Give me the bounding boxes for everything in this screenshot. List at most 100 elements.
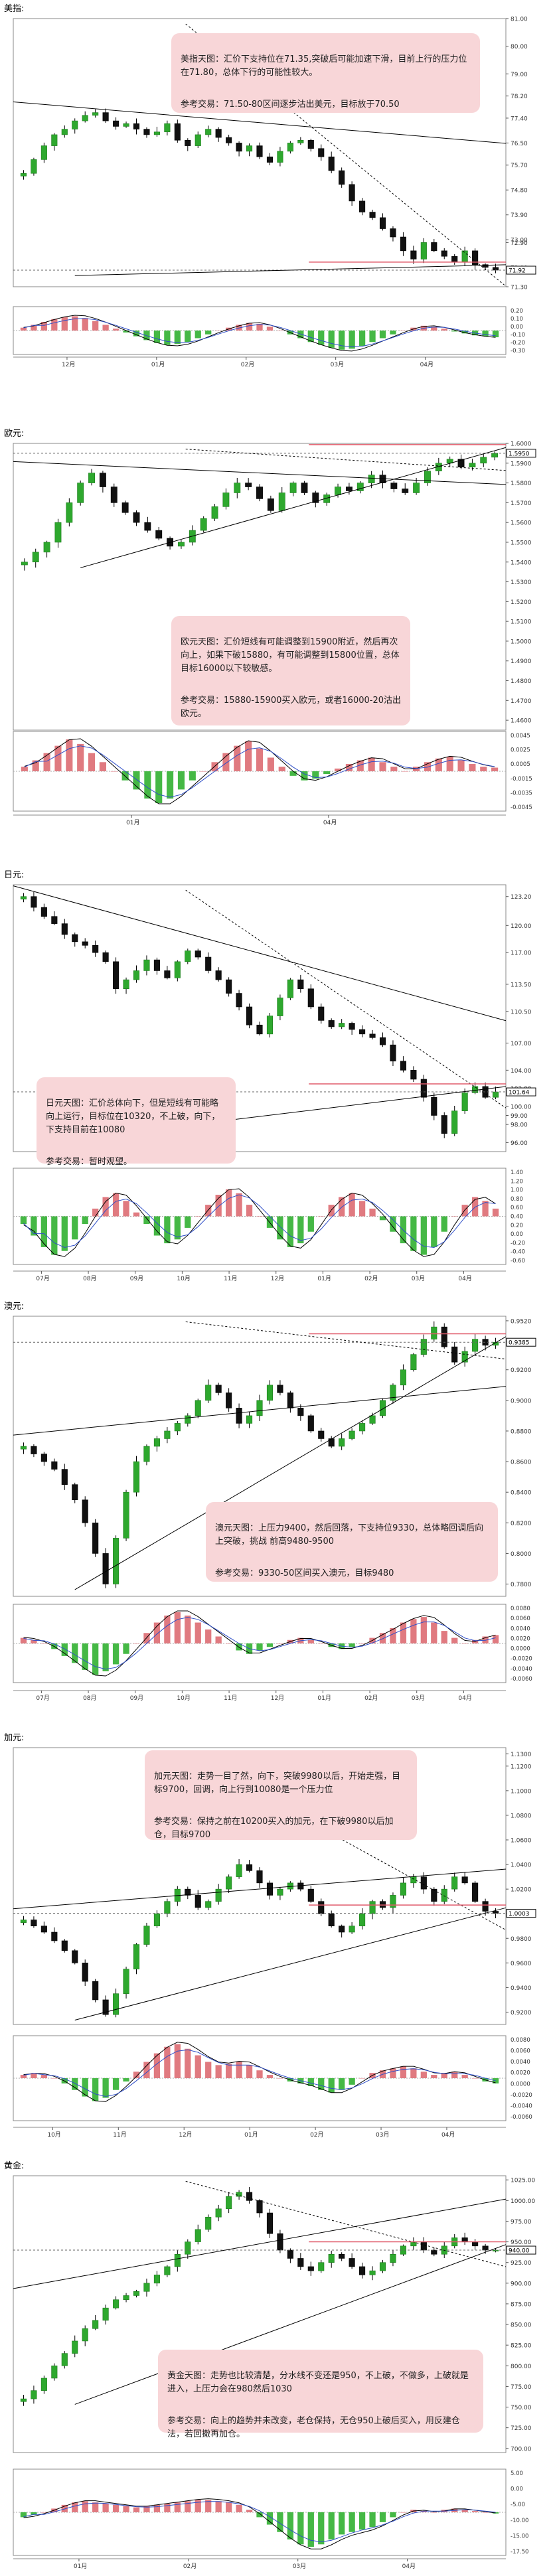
y-tick-label: 96.00 (511, 1140, 528, 1147)
y-tick-label: 73.00 (511, 238, 528, 244)
candle-body (278, 492, 285, 511)
trend-line (74, 1336, 507, 1590)
macd-bar (153, 2504, 161, 2512)
macd-bar (482, 1636, 489, 1643)
macd-bar (469, 764, 476, 771)
candle-body (451, 256, 458, 262)
candle-body (328, 156, 335, 171)
candle-body (185, 2241, 191, 2255)
macd-bar (123, 2078, 129, 2082)
macd-line (23, 315, 496, 352)
y-tick-label: 0.9000 (511, 1398, 532, 1404)
y-tick-label: 74.80 (511, 188, 528, 194)
candle-body (113, 120, 119, 127)
candle-body (31, 1920, 37, 1927)
candle-body (226, 979, 232, 994)
macd-bar (40, 322, 48, 331)
macd-bar (40, 1643, 48, 1644)
macd-bar (82, 1216, 88, 1225)
candle-body (102, 1553, 109, 1584)
candle-body (143, 2283, 150, 2292)
candle-body (379, 1037, 386, 1045)
macd-tick-label: -0.20 (511, 340, 525, 346)
macd-bar (356, 760, 364, 771)
time-tick-label: 04月 (458, 1275, 471, 1282)
note-line-2: 参考交易：暂时观望。 (46, 1157, 133, 1167)
y-tick-label: 1.1300 (511, 1752, 532, 1758)
macd-bar (410, 1619, 417, 1643)
macd-bar (174, 2502, 181, 2512)
macd-bar (123, 1201, 129, 1217)
candle-body (307, 1415, 314, 1432)
macd-tick-label: -0.0035 (511, 790, 532, 796)
macd-bar (358, 2078, 366, 2079)
candle-body (88, 473, 95, 483)
time-tick-label: 02月 (364, 1275, 378, 1282)
macd-bar (390, 767, 398, 771)
candle-body (349, 1023, 355, 1030)
candle-body (492, 267, 499, 271)
candle-body (339, 170, 345, 185)
candle-body (420, 2241, 427, 2251)
macd-bar (133, 2507, 140, 2512)
y-tick-label: 0.9800 (511, 1936, 532, 1943)
candle-body (20, 2398, 27, 2402)
macd-tick-label: 0.0020 (511, 2070, 530, 2077)
macd-bar (32, 760, 39, 771)
time-tick-label: 12月 (62, 361, 75, 368)
candle-body (92, 2320, 99, 2329)
macd-bar (66, 739, 73, 771)
note-line-2: 参考交易：向上的趋势并未改变，老仓保持，无仓950上破后买入，用反建仓法，若回撤… (167, 2416, 460, 2439)
candle-body (40, 1454, 47, 1462)
macd-bar (92, 321, 99, 331)
candle-body (420, 242, 427, 260)
candle-body (266, 1016, 274, 1035)
y-tick-label: 0.8000 (511, 1551, 532, 1558)
candle-body (472, 2241, 479, 2247)
time-tick-label: 11月 (224, 1695, 237, 1702)
macd-signal-line (23, 1194, 496, 1249)
macd-bar (77, 743, 84, 771)
section-cad: 加元: 1.1300 1.1200 1.1000 1.0800 1.0600 1.0400… (0, 1729, 553, 2153)
time-tick-label: 11月 (113, 2131, 126, 2139)
time-tick-label: 09月 (130, 1695, 143, 1702)
macd-bar (133, 2072, 140, 2078)
candle-body (349, 1926, 355, 1933)
candle-body (143, 1446, 150, 1462)
macd-bar (155, 771, 163, 803)
candle-body (390, 1895, 396, 1908)
macd-tick-label: 0.00 (511, 324, 523, 331)
time-tick-label: 03月 (376, 2131, 389, 2139)
y-tick-label: 99.00 (511, 1113, 528, 1120)
macd-bar (143, 2062, 150, 2078)
y-tick-label: 76.50 (511, 141, 528, 147)
macd-bar (379, 2512, 386, 2522)
macd-tick-label: 0.0020 (511, 1635, 530, 1642)
trend-line (74, 264, 507, 276)
macd-bar (491, 767, 499, 771)
candle-body (328, 2253, 335, 2263)
candle-body (349, 1430, 355, 1439)
macd-bar (369, 331, 376, 342)
candle-body (287, 1393, 293, 1408)
macd-bar (61, 2504, 68, 2512)
macd-bar (40, 2512, 48, 2513)
y-tick-label: 1.4800 (511, 678, 532, 685)
candle-body (211, 506, 218, 519)
candle-body (246, 1864, 253, 1871)
macd-tick-label: 0.60 (511, 1205, 523, 1211)
macd-bar (185, 1216, 191, 1228)
candle-body (144, 522, 151, 531)
candle-body (102, 2307, 109, 2321)
y-tick-label: 0.9600 (511, 1961, 532, 1967)
macd-bar (102, 325, 109, 331)
macd-bar (339, 2078, 345, 2090)
macd-tick-label: -0.30 (511, 348, 525, 354)
macd-bar (245, 741, 252, 771)
macd-bar (215, 2065, 222, 2078)
macd-bar (307, 1216, 314, 1232)
macd-tick-label: -0.0020 (511, 1656, 532, 1663)
macd-bar (277, 1216, 283, 1240)
candle-body (431, 1097, 437, 1116)
y-tick-label: 825.00 (511, 2343, 532, 2350)
